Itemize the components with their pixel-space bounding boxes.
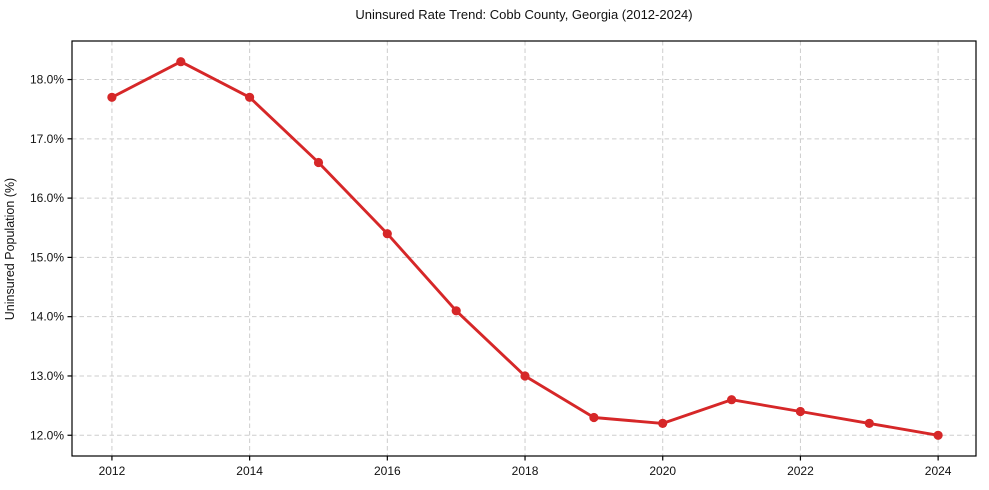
data-point bbox=[727, 395, 737, 405]
data-point bbox=[933, 430, 943, 440]
data-point bbox=[176, 57, 186, 67]
data-point bbox=[864, 418, 874, 428]
plot-area: 2012 2014 2016 2018 2020 2022 2024 12.0% 13.0% 14… bbox=[30, 40, 977, 478]
x-tick-label: 2022 bbox=[787, 464, 814, 478]
chart-title: Uninsured Rate Trend: Cobb County, Georg… bbox=[355, 7, 692, 22]
y-tick-label: 13.0% bbox=[30, 369, 64, 383]
x-tick-label: 2012 bbox=[99, 464, 126, 478]
y-tick-label: 14.0% bbox=[30, 310, 64, 324]
data-point bbox=[107, 92, 117, 102]
data-point bbox=[382, 229, 392, 239]
plot-border bbox=[71, 40, 977, 457]
data-point bbox=[658, 418, 668, 428]
y-tick-label: 17.0% bbox=[30, 132, 64, 146]
data-point bbox=[451, 306, 461, 316]
x-tick-label: 2020 bbox=[649, 464, 676, 478]
data-point bbox=[520, 371, 530, 381]
data-point bbox=[313, 157, 324, 168]
y-tick-label: 12.0% bbox=[30, 428, 64, 442]
data-point bbox=[245, 92, 255, 102]
y-tick-label: 16.0% bbox=[30, 191, 64, 205]
y-axis-label: Uninsured Population (%) bbox=[3, 178, 17, 320]
data-point bbox=[589, 412, 599, 423]
x-tick-label: 2018 bbox=[512, 464, 539, 478]
x-tick-label: 2014 bbox=[236, 464, 263, 478]
y-tick-label: 15.0% bbox=[30, 250, 64, 264]
x-tick-label: 2024 bbox=[925, 464, 952, 478]
x-tick-label: 2016 bbox=[374, 464, 401, 478]
data-point bbox=[795, 406, 806, 417]
y-tick-label: 18.0% bbox=[30, 73, 64, 87]
